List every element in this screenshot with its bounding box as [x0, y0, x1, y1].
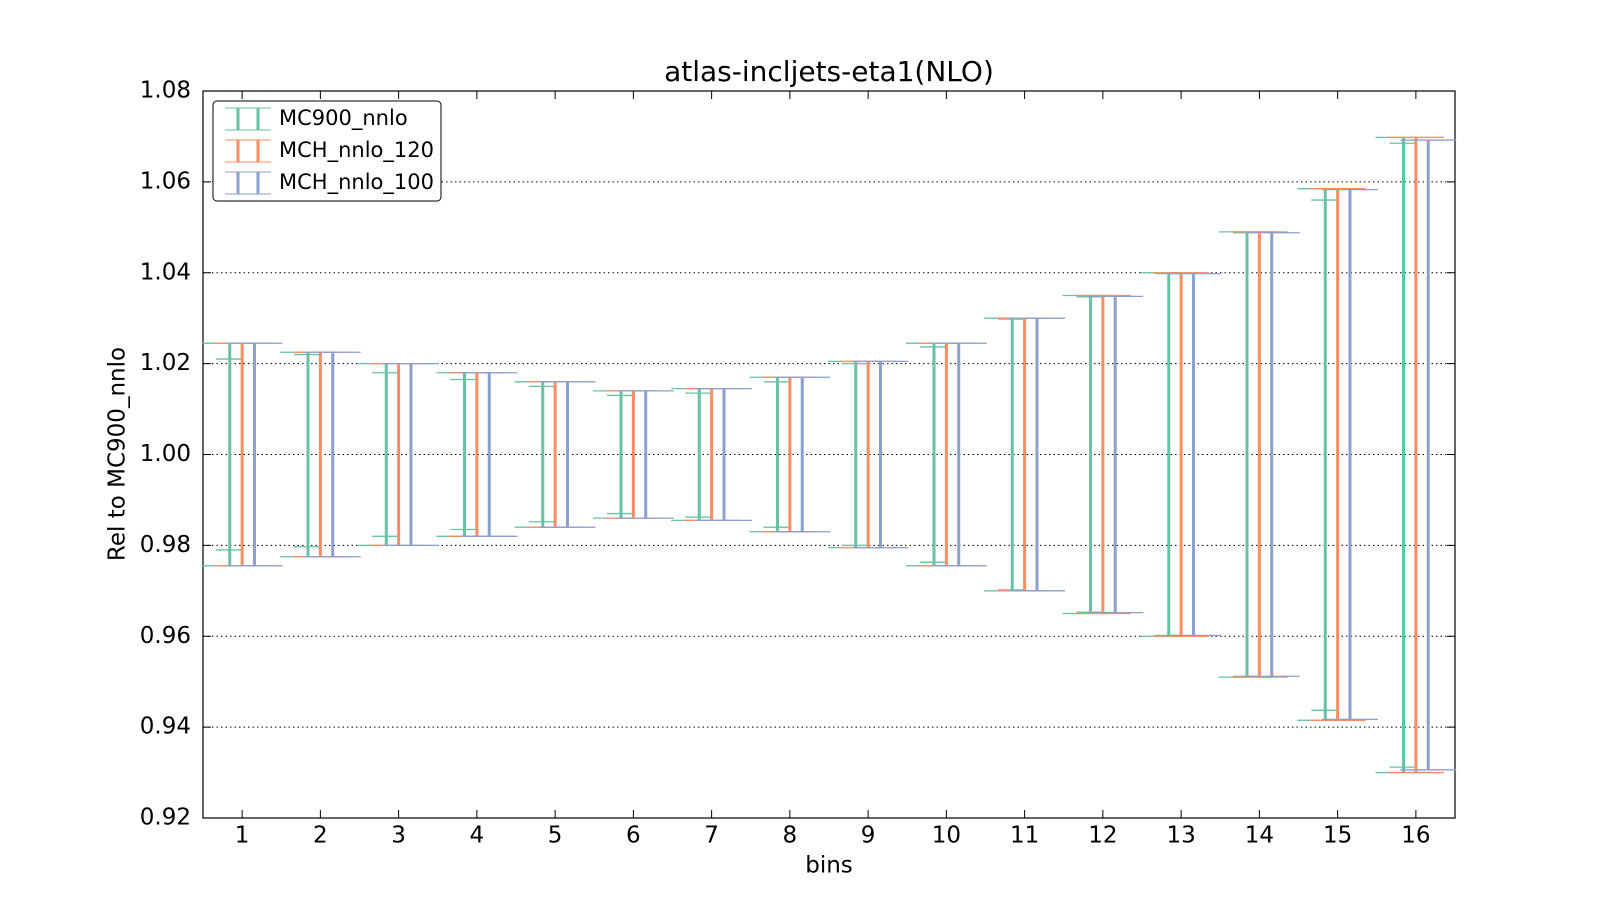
y-tick-label: 1.02	[140, 350, 191, 376]
y-tick-label: 1.00	[140, 441, 191, 467]
x-tick-label: 13	[1166, 823, 1195, 849]
x-tick-label: 1	[235, 823, 250, 849]
legend-box	[212, 100, 442, 202]
y-tick-label: 0.96	[140, 623, 191, 649]
x-tick-label: 16	[1401, 823, 1430, 849]
x-tick-label: 6	[626, 823, 641, 849]
y-tick-label: 1.06	[140, 168, 191, 194]
x-tick-label: 4	[470, 823, 485, 849]
x-axis-label: bins	[805, 853, 853, 879]
x-tick-label: 7	[704, 823, 719, 849]
x-tick-label: 12	[1088, 823, 1117, 849]
x-tick-label: 5	[548, 823, 563, 849]
x-tick-label: 15	[1323, 823, 1352, 849]
y-tick-label: 0.94	[140, 714, 191, 740]
x-tick-label: 9	[861, 823, 876, 849]
legend-label: MCH_nnlo_120	[279, 138, 434, 163]
x-tick-label: 3	[391, 823, 406, 849]
x-tick-label: 8	[783, 823, 798, 849]
x-tick-label: 11	[1010, 823, 1039, 849]
x-tick-label: 14	[1245, 823, 1274, 849]
plot-frame	[202, 90, 1456, 819]
y-tick-label: 1.08	[140, 78, 191, 104]
y-tick-label: 0.98	[140, 532, 191, 558]
y-axis-label: Rel to MC900_nnlo	[105, 347, 131, 561]
x-tick-label: 2	[313, 823, 328, 849]
legend-label: MC900_nnlo	[279, 106, 408, 131]
legend-label: MCH_nnlo_100	[279, 170, 434, 195]
chart-title: atlas-incljets-eta1(NLO)	[664, 55, 994, 88]
y-tick-label: 0.92	[140, 805, 191, 831]
x-tick-label: 10	[932, 823, 961, 849]
y-tick-label: 1.04	[140, 259, 191, 285]
legend: MC900_nnlo MCH_nnlo_120 MCH_nnlo_100	[212, 100, 442, 202]
